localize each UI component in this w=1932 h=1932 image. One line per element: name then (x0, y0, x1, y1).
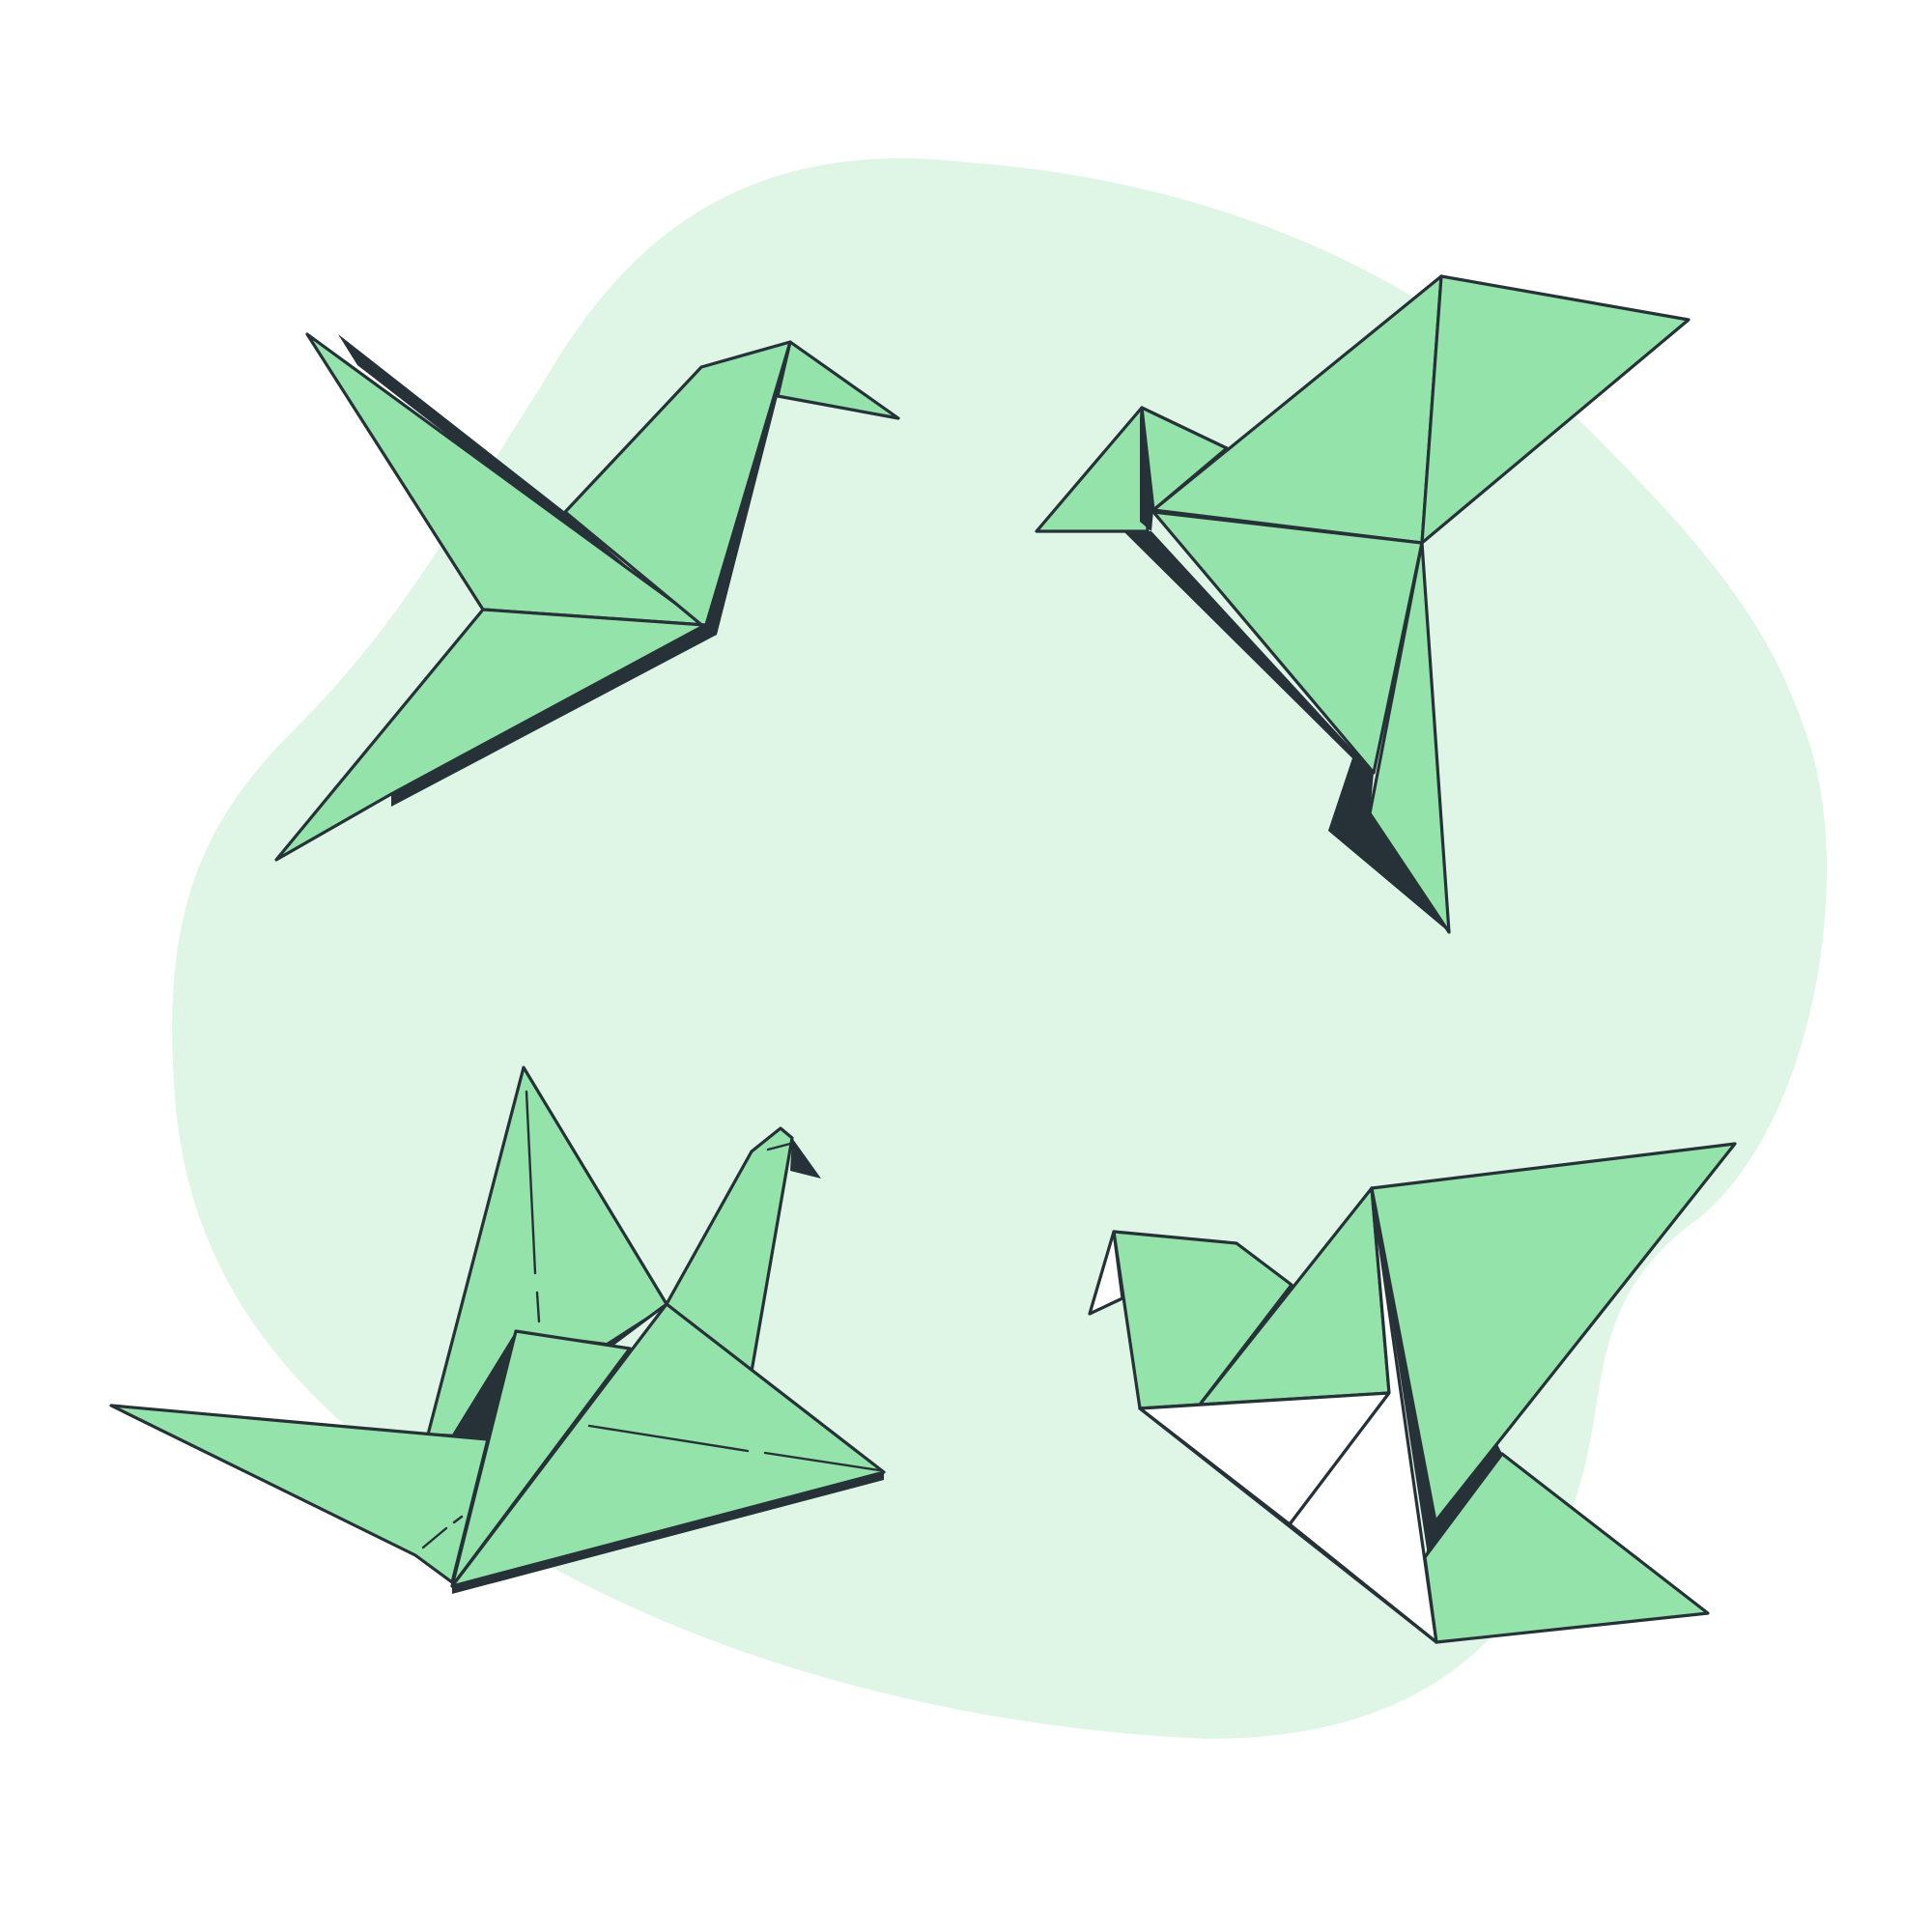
crane-fold-line-4 (763, 1451, 881, 1472)
bird2-tail (1368, 541, 1451, 934)
bird1-front-wing-shadow (391, 625, 717, 807)
bird1-beak (776, 340, 900, 420)
crane-fold-line-1 (525, 1090, 537, 1275)
bird4-lower-wing (1423, 1452, 1710, 1644)
bird4-main-wing (1370, 1142, 1737, 1523)
crane-fold-line-6 (452, 1515, 464, 1524)
bird2-upper-wing-tip (1420, 274, 1690, 545)
bird4-lower-outline (1138, 1406, 1438, 1644)
origami-bird-bottom-right (1088, 1142, 1737, 1644)
crane-fold-line-2 (535, 1291, 541, 1323)
crane-bottom-shadow (452, 1472, 884, 1594)
crane-fold-line-7 (766, 1142, 792, 1151)
bird2-head-shadow (1140, 411, 1153, 531)
bird2-body (1151, 510, 1424, 775)
bird1-neck-shadow (705, 342, 790, 635)
crane-beak-shadow (790, 1138, 821, 1179)
crane-fold-line-5 (421, 1526, 448, 1549)
origami-crane-bottom-left (109, 1065, 886, 1594)
bird4-tail-shadow (1372, 1188, 1435, 1555)
origami-bird-top-left (274, 332, 900, 862)
origami-bird-top-right (1035, 274, 1690, 934)
crane-fold-line-3 (587, 1424, 750, 1453)
